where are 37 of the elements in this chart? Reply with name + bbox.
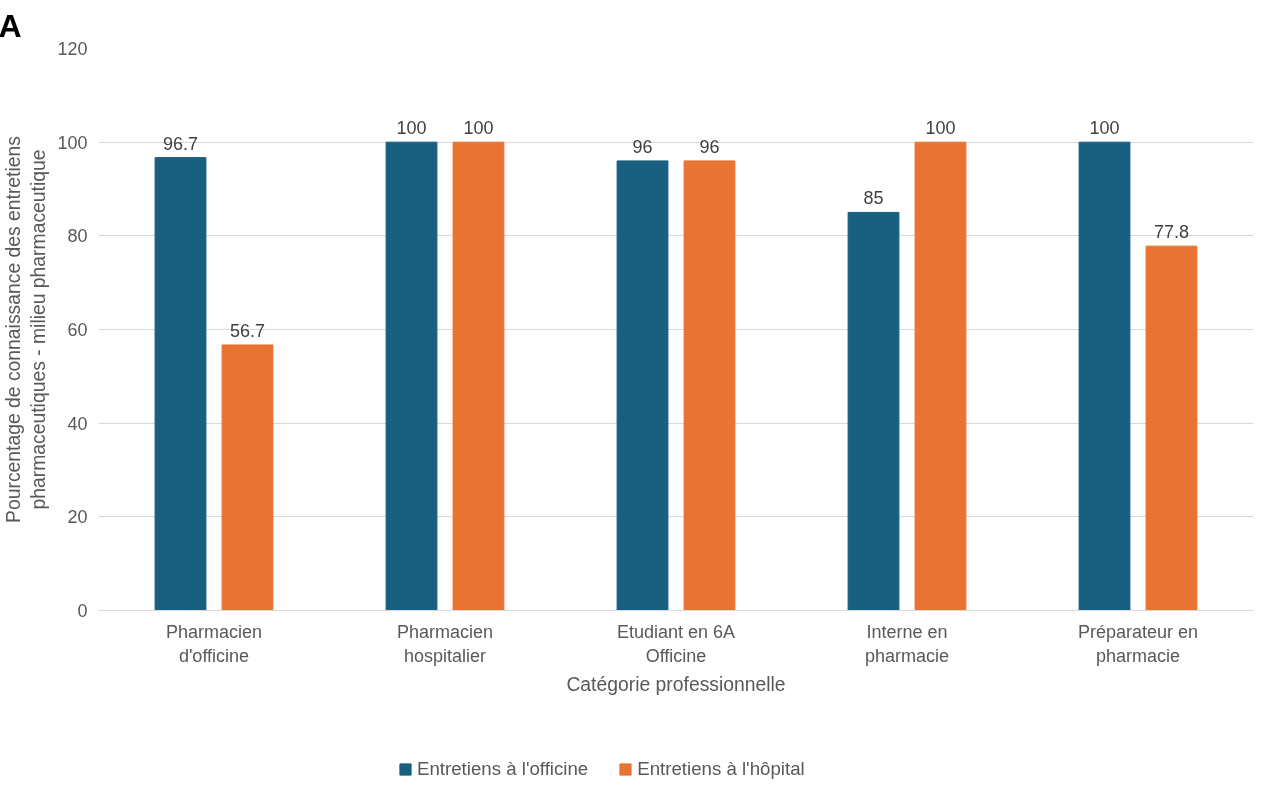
x-tick-label: Etudiant en 6A Officine (616, 621, 736, 666)
bar (221, 344, 274, 611)
bar (616, 160, 669, 611)
y-tick-label: 20 (67, 507, 88, 528)
y-tick-label: 60 (67, 320, 88, 340)
data-label: 96 (632, 136, 653, 157)
y-tick-label: 0 (77, 601, 88, 621)
bar (847, 211, 900, 611)
text: A (0, 7, 22, 44)
y-tick-label: 80 (67, 226, 88, 247)
data-label: 100 (463, 118, 494, 139)
bar (914, 141, 967, 611)
bar (452, 141, 505, 611)
x-tick-label: Préparateur en pharmacie (1077, 621, 1199, 666)
data-label: 100 (396, 118, 427, 139)
data-label: 100 (925, 118, 956, 139)
data-label: 96.7 (162, 133, 199, 154)
y-tick-label: 40 (67, 413, 88, 434)
y-tick-label: 100 (57, 132, 88, 153)
data-label: 100 (1089, 118, 1120, 139)
legend-label: Entretiens à l'hôpital (637, 758, 805, 780)
y-axis-title: Pourcentage de connaissance des entretiens pharmaceutiques - milieu pharmaceutique (3, 136, 50, 523)
x-axis-title: Catégorie professionnelle (566, 673, 786, 695)
x-tick-label: Pharmacien d'officine (165, 621, 263, 666)
data-label: 96 (699, 136, 720, 157)
legend-label: Entretiens à l'officine (417, 758, 589, 780)
data-label: 77.8 (1153, 222, 1190, 243)
bar (1145, 245, 1198, 611)
bar (683, 160, 736, 611)
bar (385, 141, 438, 611)
data-label: 85 (863, 188, 884, 209)
bar (154, 157, 207, 611)
x-tick-label: Interne en pharmacie (864, 621, 950, 666)
bar (1078, 141, 1131, 611)
data-label: 56.7 (229, 320, 266, 341)
y-tick-label: 120 (57, 39, 88, 59)
x-tick-label: Pharmacien hospitalier (396, 621, 494, 666)
